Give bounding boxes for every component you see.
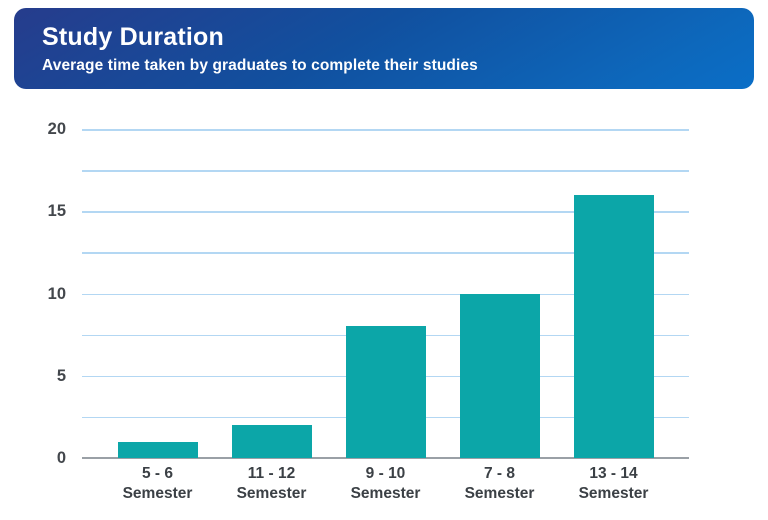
chart-subtitle: Average time taken by graduates to compl… (42, 57, 478, 74)
y-axis: 0 5 10 15 20 (0, 120, 66, 467)
bar-13---14-semester (573, 194, 654, 458)
plot-area (82, 129, 689, 459)
bar-11---12-semester (231, 425, 312, 458)
y-axis-label: 10 (47, 284, 66, 303)
bar-5---6-semester (117, 441, 198, 458)
y-axis-label: 5 (56, 366, 66, 385)
bar-9---10-semester (345, 326, 426, 458)
y-axis-label: 20 (47, 120, 66, 138)
x-axis-label: 11 - 12 Semester (236, 465, 307, 502)
x-axis-label: 9 - 10 Semester (350, 465, 421, 502)
x-axis-label: 5 - 6 Semester (122, 465, 193, 502)
gridline (82, 293, 689, 295)
chart-title: Study Duration (42, 23, 224, 51)
bar-7---8-semester (459, 293, 540, 458)
x-axis-line (82, 457, 689, 459)
gridline (82, 129, 689, 131)
chart-header: Study Duration Average time taken by gra… (14, 8, 754, 89)
x-axis-label: 13 - 14 Semester (578, 465, 649, 502)
x-axis: 5 - 6 Semester 11 - 12 Semester 9 - 10 Sem… (82, 464, 689, 504)
x-axis-label: 7 - 8 Semester (464, 465, 535, 502)
gridline (82, 170, 689, 172)
bars-container (82, 129, 689, 458)
y-axis-label: 15 (47, 202, 66, 221)
gridline (82, 211, 689, 213)
gridline (82, 252, 689, 254)
y-axis-label: 0 (56, 449, 66, 467)
